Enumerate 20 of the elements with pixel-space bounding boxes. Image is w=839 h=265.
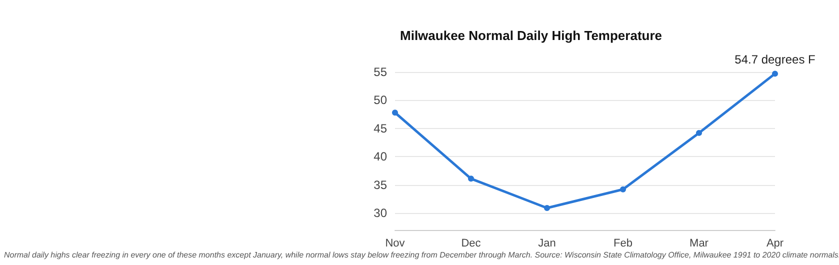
y-tick-label: 55 <box>374 65 388 79</box>
point <box>468 176 474 182</box>
chart-title: Milwaukee Normal Daily High Temperature <box>400 28 662 43</box>
x-tick-label: Apr <box>766 238 784 250</box>
x-tick-label: Feb <box>614 238 632 250</box>
point <box>392 110 398 116</box>
x-tick-label: Nov <box>385 238 406 250</box>
y-tick-label: 40 <box>374 150 388 164</box>
point <box>544 204 550 211</box>
y-tick-label: 50 <box>374 93 388 108</box>
x-tick-label: Mar <box>690 238 709 250</box>
y-tick-label: 30 <box>374 206 388 220</box>
data-label: 54.7 degrees F <box>734 52 816 67</box>
point <box>772 70 778 77</box>
x-tick-label: Dec <box>461 238 482 250</box>
y-tick-label: 45 <box>374 121 388 136</box>
y-tick-label: 35 <box>374 178 388 192</box>
point <box>620 186 626 192</box>
x-tick-label: Jan <box>538 238 556 250</box>
point <box>696 130 702 136</box>
